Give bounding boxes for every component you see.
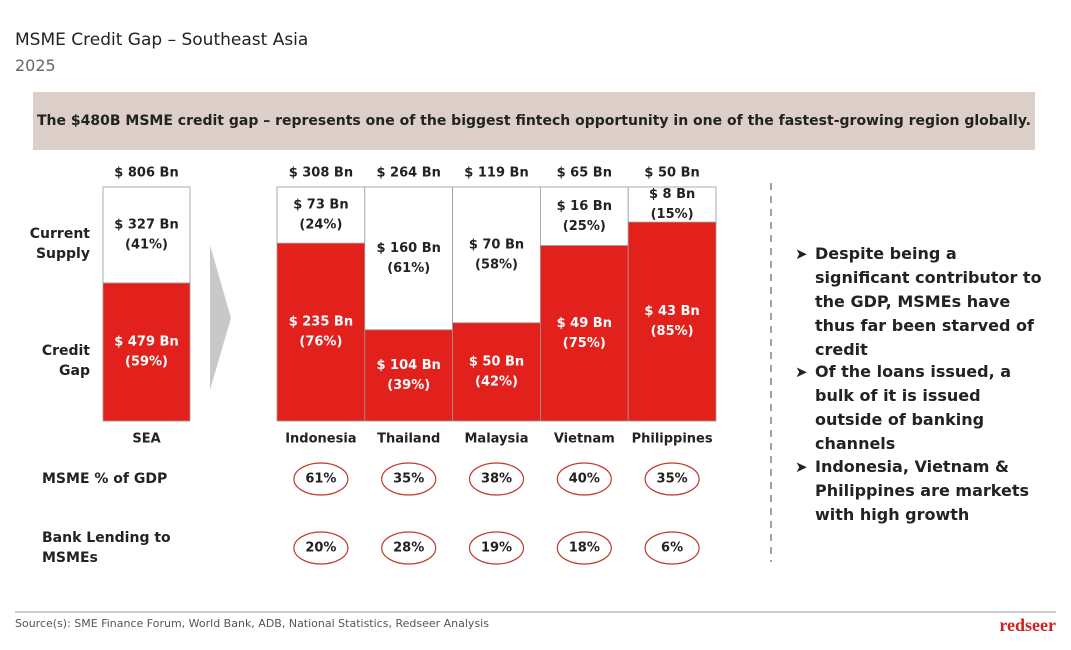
- indicator-ellipse: [381, 531, 437, 565]
- subtitle: 2025: [15, 56, 56, 75]
- indicator-ellipse: [293, 462, 349, 496]
- amount-label: $ 327 Bn: [114, 217, 178, 232]
- amount-label: $ 16 Bn: [557, 199, 612, 214]
- bar-segment: [627, 221, 717, 422]
- value-label: (59%): [125, 354, 168, 369]
- indicator-value: 35%: [393, 472, 424, 487]
- amount-label: $ 49 Bn: [557, 316, 612, 331]
- amount-label: $ 235 Bn: [289, 315, 353, 330]
- value-label: (75%): [563, 336, 606, 351]
- bar-segment: [627, 186, 717, 223]
- logo: redseer: [999, 615, 1056, 635]
- arrow: [210, 245, 231, 390]
- indicator-ellipse: [468, 531, 525, 565]
- indicator-value: 61%: [305, 472, 336, 487]
- indicator-value: 18%: [569, 541, 600, 556]
- indicator-value: 19%: [481, 541, 512, 556]
- bar-segment: [102, 282, 191, 422]
- category-label: SEA: [132, 432, 160, 447]
- indicator-name: MSME % of GDP: [42, 471, 168, 487]
- value-label: (15%): [651, 207, 694, 222]
- indicator-value: 6%: [661, 541, 683, 556]
- value-label: (85%): [651, 324, 694, 339]
- indicator-ellipse: [556, 462, 612, 496]
- total-label: $ 264 Bn: [376, 166, 440, 181]
- indicator-ellipse: [293, 531, 349, 565]
- banner: The $480B MSME credit gap – represents o…: [37, 113, 1031, 129]
- bar-segment: [102, 186, 191, 284]
- indicator-value: 20%: [305, 541, 336, 556]
- category-label: Indonesia: [285, 432, 356, 447]
- indicator-ellipse: [381, 462, 437, 496]
- bar-segment: [452, 186, 541, 324]
- amount-label: $ 8 Bn: [649, 187, 695, 202]
- bar-segment: [276, 242, 366, 422]
- amount-label: $ 50 Bn: [469, 354, 524, 369]
- bullet: Indonesia, Vietnam & Philippines are mar…: [795, 455, 1045, 527]
- amount-label: $ 73 Bn: [293, 198, 348, 213]
- value-label: (24%): [299, 218, 342, 233]
- series-label: Credit Gap: [41, 343, 90, 379]
- indicator-value: 35%: [657, 472, 688, 487]
- amount-label: $ 479 Bn: [114, 334, 178, 349]
- indicator-ellipse: [644, 462, 700, 496]
- category-label: Philippines: [632, 432, 713, 447]
- bar-segment: [452, 322, 541, 422]
- bar-segment: [364, 329, 453, 422]
- indicator-value: 28%: [393, 541, 424, 556]
- amount-label: $ 70 Bn: [469, 237, 524, 252]
- amount-label: $ 43 Bn: [644, 304, 699, 319]
- total-label: $ 806 Bn: [114, 166, 178, 181]
- value-label: (42%): [475, 374, 518, 389]
- value-label: (76%): [299, 335, 342, 350]
- amount-label: $ 104 Bn: [376, 358, 440, 373]
- bar-segment: [364, 186, 453, 331]
- category-label: Malaysia: [465, 432, 529, 447]
- bullet: Despite being a significant contributor …: [795, 242, 1045, 362]
- amount-label: $ 160 Bn: [376, 241, 440, 256]
- indicator-ellipse: [556, 531, 612, 565]
- category-label: Vietnam: [554, 432, 615, 447]
- bullet: Of the loans issued, a bulk of it is iss…: [795, 360, 1045, 456]
- source: Source(s): SME Finance Forum, World Bank…: [15, 617, 489, 630]
- indicator-ellipse: [468, 462, 525, 496]
- bar-segment: [276, 186, 366, 244]
- total-label: $ 308 Bn: [289, 166, 353, 181]
- indicator-ellipse: [644, 531, 700, 565]
- total-label: $ 65 Bn: [557, 166, 612, 181]
- value-label: (58%): [475, 257, 518, 272]
- category-label: Thailand: [377, 432, 440, 447]
- total-label: $ 119 Bn: [464, 166, 528, 181]
- bar-segment: [540, 186, 629, 246]
- banner-bg: [33, 92, 1035, 150]
- indicator-name: Bank Lending to MSMEs: [42, 530, 171, 566]
- value-label: (61%): [387, 261, 430, 276]
- indicator-value: 38%: [481, 472, 512, 487]
- bar-segment: [540, 245, 629, 422]
- value-label: (39%): [387, 378, 430, 393]
- indicator-value: 40%: [569, 472, 600, 487]
- chart-title: MSME Credit Gap – Southeast Asia: [15, 30, 309, 50]
- series-label: Current Supply: [29, 226, 90, 262]
- value-label: (25%): [563, 219, 606, 234]
- value-label: (41%): [125, 237, 168, 252]
- total-label: $ 50 Bn: [644, 166, 699, 181]
